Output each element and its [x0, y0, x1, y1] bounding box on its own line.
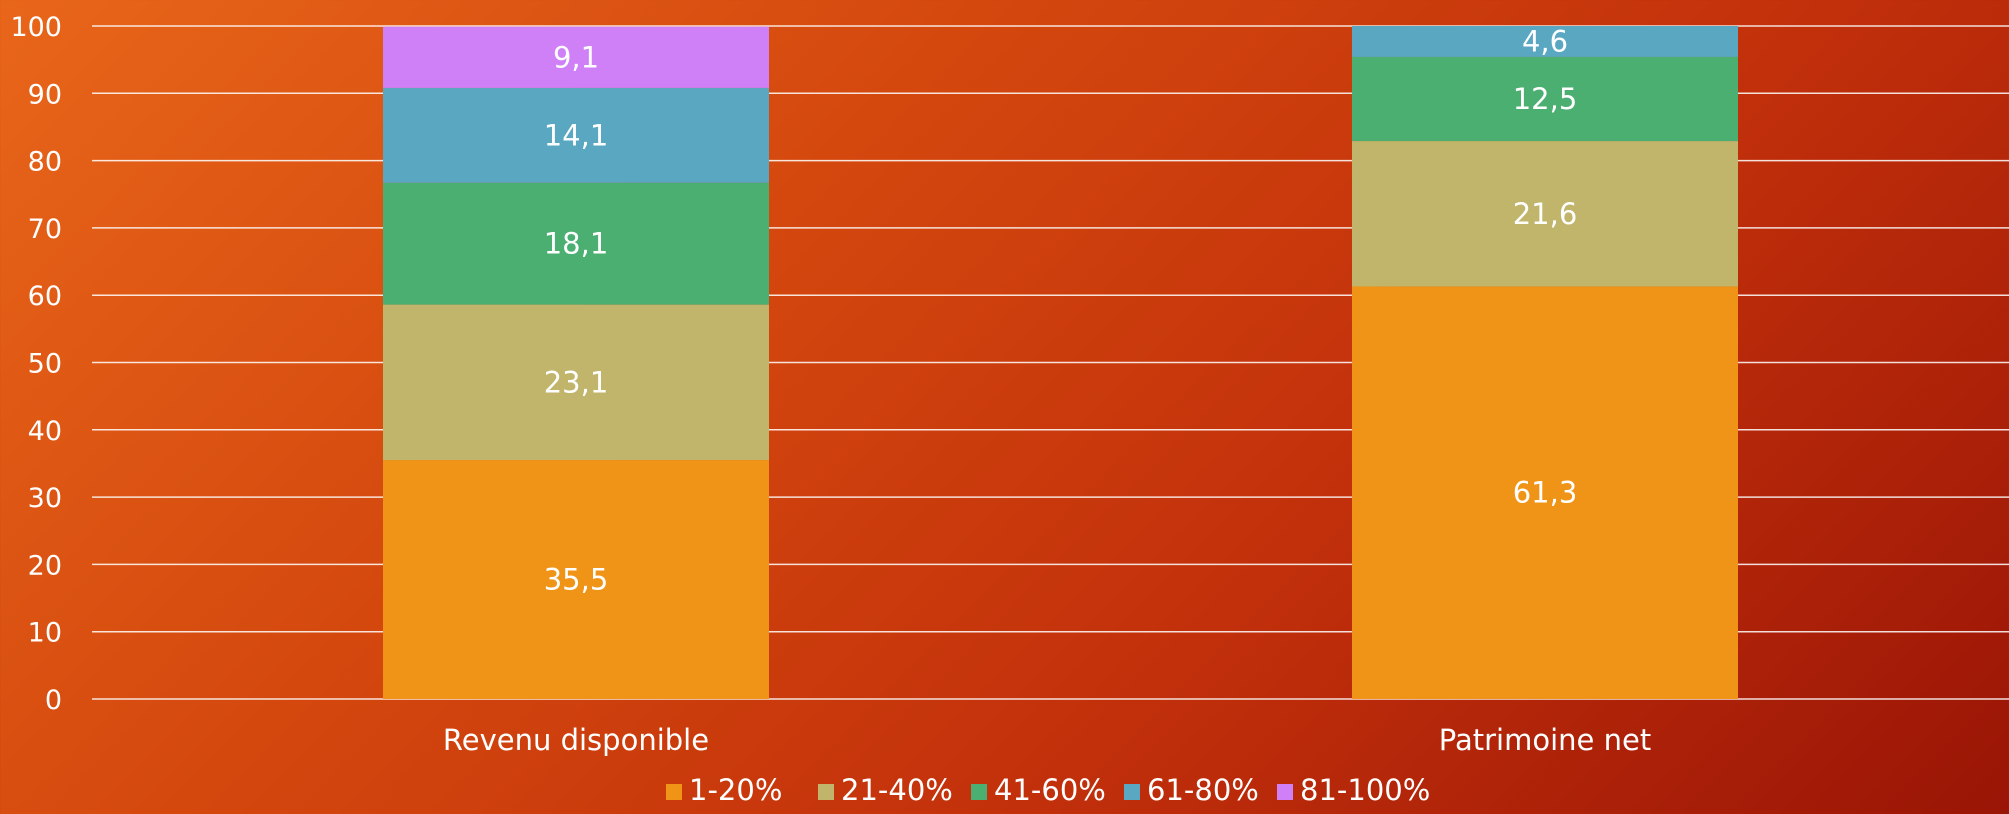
y-tick-label: 80	[28, 147, 62, 178]
data-label: 23,1	[544, 365, 609, 399]
legend-swatch	[971, 784, 987, 800]
data-label: 35,5	[544, 563, 609, 597]
data-label: 14,1	[544, 118, 609, 152]
data-label: 4,6	[1522, 24, 1568, 58]
legend-swatch	[666, 784, 682, 800]
bar-segment	[383, 87, 769, 183]
y-tick-label: 40	[28, 416, 62, 447]
legend-label: 41-60%	[994, 773, 1106, 807]
bar-segment	[1352, 141, 1738, 287]
y-tick-label: 50	[28, 349, 62, 380]
y-tick-label: 100	[10, 12, 62, 43]
y-tick-label: 70	[28, 214, 62, 245]
data-label: 12,5	[1513, 82, 1578, 116]
legend-swatch	[1277, 784, 1293, 800]
bar-segment	[383, 26, 769, 88]
x-category-label: Revenu disponible	[443, 723, 709, 757]
y-tick-label: 60	[28, 281, 62, 312]
legend-swatch	[1124, 784, 1140, 800]
bar-segment	[383, 182, 769, 305]
legend-label: 21-40%	[841, 773, 953, 807]
data-label: 18,1	[544, 227, 609, 261]
bar-segment	[1352, 26, 1738, 57]
y-tick-label: 20	[28, 550, 62, 581]
legend-swatch	[818, 784, 834, 800]
y-tick-label: 30	[28, 483, 62, 514]
y-tick-label: 10	[28, 618, 62, 649]
bar-segment	[1352, 56, 1738, 142]
y-tick-label: 0	[45, 685, 62, 716]
data-label: 9,1	[553, 40, 599, 74]
legend-label: 81-100%	[1300, 773, 1430, 807]
data-label: 21,6	[1513, 197, 1578, 231]
bar-segment	[1352, 286, 1738, 699]
bar-segment	[383, 460, 769, 699]
legend-label: 61-80%	[1147, 773, 1259, 807]
x-category-label: Patrimoine net	[1439, 723, 1651, 757]
bar-segment	[383, 304, 769, 461]
y-tick-label: 90	[28, 79, 62, 110]
data-label: 61,3	[1513, 476, 1578, 510]
legend-label: 1-20%	[689, 773, 782, 807]
